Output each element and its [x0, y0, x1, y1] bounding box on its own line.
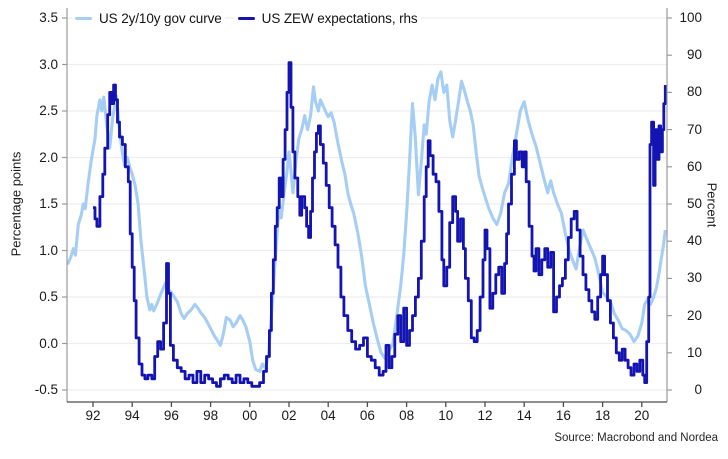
x-tick-label: 00	[242, 408, 258, 423]
left-tick-label: 0.5	[39, 289, 58, 304]
legend-label: US ZEW expectations, rhs	[261, 11, 418, 26]
x-tick-label: 08	[399, 408, 415, 423]
x-tick-label: 12	[477, 408, 493, 423]
legend-swatch-icon	[237, 16, 255, 21]
left-tick-label: 2.5	[39, 103, 58, 118]
left-tick-label: 1.5	[39, 196, 58, 211]
right-tick-label: 20	[686, 307, 702, 323]
left-tick-label: 2.0	[39, 149, 58, 165]
legend: US 2y/10y gov curve US ZEW expectations, …	[72, 11, 421, 26]
x-tick-label: 16	[555, 408, 571, 423]
x-tick-label: 96	[163, 408, 179, 423]
x-tick-label: 94	[124, 408, 140, 423]
right-tick-label: 100	[679, 10, 702, 25]
series-line-zew-expectations	[93, 61, 667, 388]
x-tick-label: 10	[438, 408, 454, 423]
x-tick-label: 18	[595, 408, 611, 423]
right-tick-label: 50	[686, 196, 702, 211]
x-tick-label: 02	[281, 408, 297, 423]
legend-item-gov-curve: US 2y/10y gov curve	[72, 11, 225, 26]
right-tick-label: 70	[686, 121, 702, 137]
right-tick-label: 80	[686, 84, 702, 100]
right-tick-label: 30	[686, 270, 702, 286]
left-axis-title: Percentage points	[8, 151, 24, 257]
source-note: Source: Macrobond and Nordea	[554, 432, 718, 444]
right-tick-label: 60	[686, 158, 702, 174]
x-tick-label: 92	[85, 408, 101, 423]
right-tick-label: 90	[686, 47, 702, 63]
x-tick-label: 04	[320, 408, 336, 423]
left-tick-label: 0.0	[39, 335, 58, 351]
x-tick-label: 20	[634, 408, 650, 423]
left-tick-label: 1.0	[39, 242, 58, 258]
legend-item-zew-expectations: US ZEW expectations, rhs	[234, 11, 421, 26]
right-tick-label: 10	[686, 344, 702, 360]
right-tick-label: 40	[686, 233, 702, 249]
left-tick-label: -0.5	[34, 382, 58, 397]
right-axis-title: Percent	[704, 182, 720, 228]
x-tick-label: 98	[203, 408, 219, 423]
x-tick-label: 14	[516, 408, 532, 423]
legend-swatch-icon	[75, 16, 92, 21]
right-tick-label: 0	[694, 382, 702, 397]
legend-label: US 2y/10y gov curve	[99, 11, 222, 26]
left-tick-label: 3.5	[39, 10, 58, 25]
left-tick-label: 3.0	[39, 56, 58, 72]
series-line-gov-curve	[66, 70, 667, 373]
x-tick-label: 06	[359, 408, 375, 423]
